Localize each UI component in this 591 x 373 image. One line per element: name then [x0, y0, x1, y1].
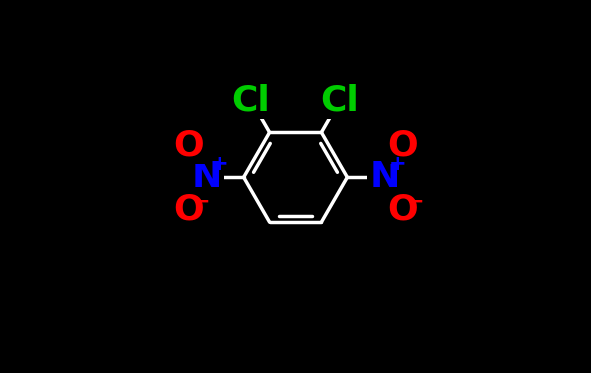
Text: −: −: [407, 192, 424, 212]
Text: O: O: [173, 128, 203, 162]
Text: −: −: [192, 192, 210, 212]
Text: N: N: [369, 160, 400, 194]
Text: O: O: [173, 192, 203, 226]
Text: N: N: [191, 160, 222, 194]
Text: O: O: [388, 128, 418, 162]
Text: +: +: [388, 154, 406, 174]
Text: Cl: Cl: [320, 83, 359, 117]
Text: O: O: [388, 192, 418, 226]
Text: +: +: [211, 154, 228, 174]
Text: Cl: Cl: [232, 83, 271, 117]
